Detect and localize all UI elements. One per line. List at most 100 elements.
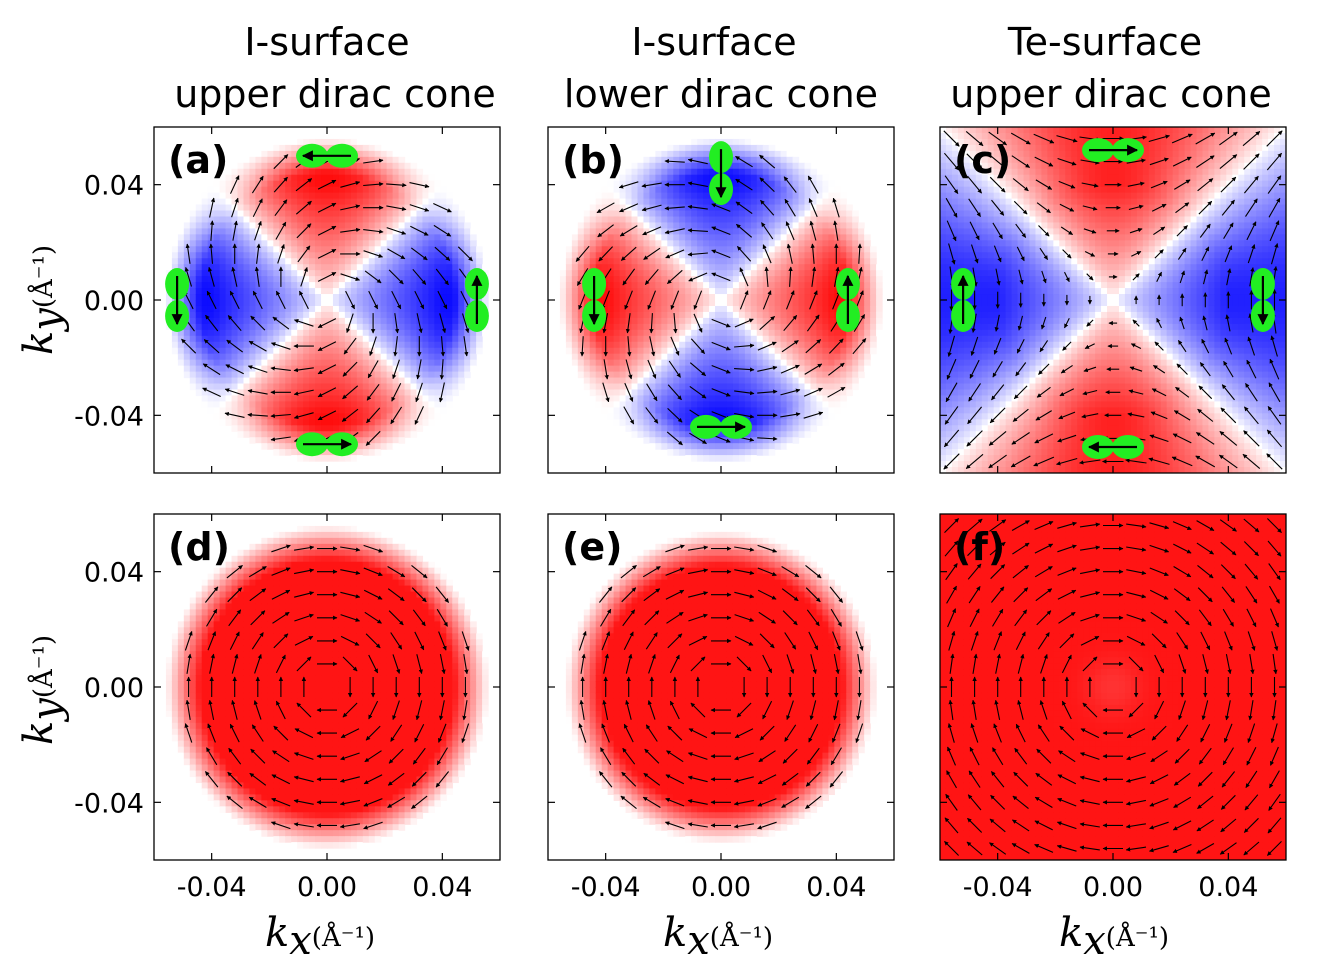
heat-cell: [374, 323, 382, 331]
heat-cell: [327, 186, 334, 194]
heat-cell: [255, 383, 262, 391]
heat-cell: [613, 216, 621, 224]
heat-cell: [267, 264, 274, 271]
heat-cell: [756, 419, 764, 426]
heat-cell: [750, 353, 758, 361]
heat-cell: [255, 210, 262, 218]
heat-cell: [332, 216, 340, 224]
heat-cell: [416, 276, 424, 283]
heat-cell: [291, 282, 298, 289]
heat-cell: [810, 389, 818, 397]
heat-cell: [571, 282, 579, 289]
heat-cell: [703, 216, 710, 224]
heat-cell: [667, 240, 674, 247]
spin-arrow: [647, 290, 657, 310]
heat-cell: [231, 347, 239, 355]
heat-cell: [625, 258, 633, 265]
heat-cell: [261, 425, 268, 432]
heat-cell: [762, 288, 770, 295]
heat-cell: [774, 329, 782, 337]
heat-cell: [768, 144, 776, 152]
heat-cell: [738, 341, 746, 349]
heat-cell: [356, 300, 364, 307]
heat-cell: [291, 359, 298, 367]
heat-cell: [446, 365, 453, 373]
heat-cell: [822, 300, 829, 307]
heat-cell: [786, 341, 794, 349]
spin-arrow: [317, 225, 337, 236]
heat-cell: [374, 222, 382, 230]
heat-cell: [613, 311, 621, 319]
spin-arrow: [293, 367, 314, 373]
heat-cell: [715, 252, 722, 259]
heat-cell: [870, 282, 877, 289]
heat-cell: [828, 311, 835, 319]
heat-cell: [267, 300, 274, 307]
heat-cell: [356, 246, 364, 253]
heat-cell: [613, 198, 621, 206]
heat-cell: [744, 192, 752, 200]
heat-cell: [697, 389, 704, 397]
heat-cell: [297, 204, 304, 212]
heat-cell: [768, 294, 776, 301]
heat-cell: [726, 216, 734, 224]
heat-cell: [261, 204, 268, 212]
heat-cell: [834, 198, 841, 206]
heat-cell: [661, 413, 668, 420]
heat-cell: [189, 365, 197, 373]
heat-cell: [631, 300, 639, 307]
heat-cell: [649, 431, 656, 438]
heat-cell: [237, 204, 245, 212]
heat-cell: [583, 234, 591, 241]
heat-cell: [386, 425, 394, 432]
heat-cell: [434, 335, 441, 343]
heat-cell: [726, 377, 734, 385]
heat-cell: [291, 329, 298, 337]
panel-label: (b): [562, 138, 624, 182]
heat-cell: [404, 407, 412, 414]
heat-cell: [273, 180, 280, 188]
heat-cell: [619, 389, 627, 397]
heat-cell: [697, 401, 704, 408]
heat-cell: [291, 305, 298, 313]
heat-cell: [667, 300, 674, 307]
heat-cell: [201, 300, 209, 307]
spin-arrow: [664, 228, 685, 235]
heat-cell: [780, 168, 788, 176]
heat-cell: [774, 389, 782, 397]
heat-cell: [422, 300, 430, 307]
heat-cell: [625, 186, 633, 194]
heat-cell: [452, 210, 459, 218]
column-title-3-line2: upper dirac cone: [950, 72, 1272, 116]
heat-cell: [440, 335, 447, 343]
heat-cell: [732, 377, 740, 385]
heat-cell: [327, 162, 334, 170]
heat-cell: [679, 216, 686, 224]
heat-cell: [846, 210, 853, 218]
heat-cell: [219, 413, 227, 420]
heat-cell: [392, 186, 400, 194]
heat-cell: [309, 246, 316, 253]
heat-cell: [774, 180, 782, 188]
heat-cell: [470, 246, 477, 253]
heat-cell: [213, 413, 221, 420]
heat-cell: [344, 359, 352, 367]
heat-cell: [661, 389, 668, 397]
heat-cell: [315, 246, 322, 253]
heat-cell: [243, 198, 251, 206]
heat-cell: [440, 294, 447, 301]
spin-arrow: [711, 203, 731, 212]
heat-cell: [321, 192, 328, 200]
heat-cell: [177, 329, 185, 337]
spin-arrow: [463, 336, 469, 357]
heat-cell: [350, 192, 358, 200]
heat-cell: [213, 294, 221, 301]
heat-cell: [398, 282, 406, 289]
heat-cell: [267, 294, 274, 301]
heat-cell: [691, 138, 698, 146]
heat-cell: [667, 294, 674, 301]
heat-cell: [852, 222, 859, 230]
heat-cell: [398, 413, 406, 420]
heat-cell: [321, 162, 328, 170]
heat-cell: [840, 258, 847, 265]
